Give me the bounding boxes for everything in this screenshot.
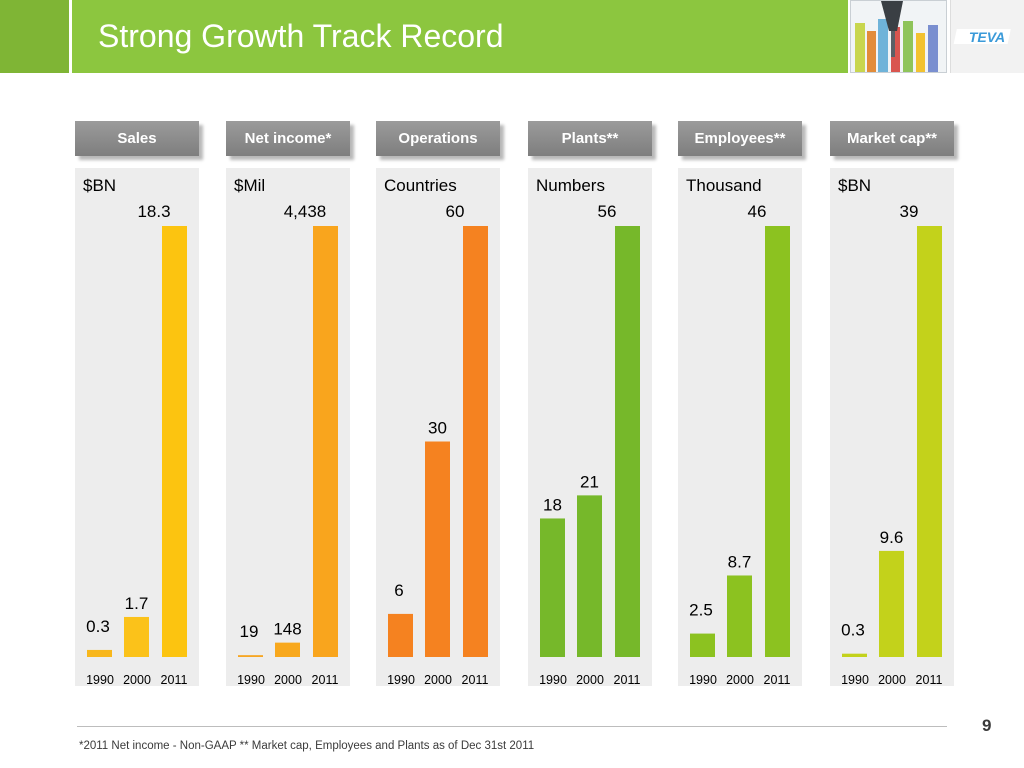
teva-logo: TEVA	[953, 29, 1011, 45]
x-tick-sales-2000: 2000	[123, 673, 151, 687]
x-tick-plants-2000: 2000	[576, 673, 604, 687]
header-sales[interactable]: Sales	[75, 121, 199, 156]
value-label-net-income-2011: 4,438	[284, 202, 327, 221]
value-label-employees-1990: 2.5	[689, 601, 713, 620]
unit-label-employees: Thousand	[686, 176, 762, 195]
x-tick-net-income-2011: 2011	[312, 673, 339, 687]
value-label-operations-2000: 30	[428, 419, 447, 438]
bar-plants-2000	[577, 495, 602, 657]
x-tick-employees-2000: 2000	[726, 673, 754, 687]
footnote: *2011 Net income - Non-GAAP ** Market ca…	[79, 740, 535, 752]
bar-employees-2011	[765, 226, 790, 657]
header-employees[interactable]: Employees**	[678, 121, 802, 156]
value-label-operations-2011: 60	[446, 202, 465, 221]
bar-market-cap-2011	[917, 226, 942, 657]
company-logo: TEVA	[950, 0, 1024, 73]
page-title: Strong Growth Track Record	[98, 18, 504, 54]
logo-text: TEVA	[969, 29, 1005, 45]
bar-sales-2011	[162, 226, 187, 657]
value-label-employees-2000: 8.7	[728, 552, 752, 571]
bar-net-income-2000	[275, 642, 300, 657]
unit-label-net-income: $Mil	[234, 176, 265, 195]
value-label-net-income-1990: 19	[240, 622, 259, 641]
value-label-operations-1990: 6	[394, 581, 403, 600]
unit-label-sales: $BN	[83, 176, 116, 195]
value-label-sales-2000: 1.7	[125, 594, 149, 613]
x-tick-sales-2011: 2011	[161, 673, 188, 687]
x-tick-net-income-1990: 1990	[237, 673, 265, 687]
bar-net-income-2011	[313, 226, 338, 657]
unit-label-operations: Countries	[384, 176, 457, 195]
bar-employees-2000	[727, 575, 752, 657]
x-tick-market-cap-2011: 2011	[916, 673, 943, 687]
x-tick-market-cap-1990: 1990	[841, 673, 869, 687]
x-tick-plants-2011: 2011	[614, 673, 641, 687]
page-number: 9	[982, 716, 992, 735]
x-tick-sales-1990: 1990	[86, 673, 114, 687]
x-tick-employees-2011: 2011	[764, 673, 791, 687]
value-label-market-cap-2000: 9.6	[880, 528, 904, 547]
header-net-income[interactable]: Net income*	[226, 121, 350, 156]
value-label-net-income-2000: 148	[273, 620, 301, 639]
value-label-market-cap-2011: 39	[900, 202, 919, 221]
bar-plants-1990	[540, 518, 565, 657]
value-label-plants-1990: 18	[543, 495, 562, 514]
bar-operations-2011	[463, 226, 488, 657]
value-label-plants-2011: 56	[598, 202, 617, 221]
bar-market-cap-1990	[842, 653, 867, 657]
bar-employees-1990	[690, 633, 715, 657]
title-accent-block	[0, 0, 72, 73]
bar-sales-2000	[124, 616, 149, 657]
value-label-plants-2000: 21	[580, 472, 599, 491]
x-tick-market-cap-2000: 2000	[878, 673, 906, 687]
title-bar: Strong Growth Track Record	[0, 0, 848, 73]
unit-label-market-cap: $BN	[838, 176, 871, 195]
value-label-market-cap-1990: 0.3	[841, 621, 865, 640]
bar-operations-1990	[388, 613, 413, 657]
lab-photo	[850, 0, 947, 73]
bar-net-income-1990	[238, 655, 263, 657]
bar-market-cap-2000	[879, 550, 904, 657]
lab-photo-image	[851, 1, 946, 72]
header-operations[interactable]: Operations	[376, 121, 500, 156]
header-market-cap[interactable]: Market cap**	[830, 121, 954, 156]
x-tick-plants-1990: 1990	[539, 673, 567, 687]
x-tick-operations-2000: 2000	[424, 673, 452, 687]
value-label-sales-1990: 0.3	[86, 617, 110, 636]
bar-plants-2011	[615, 226, 640, 657]
x-tick-employees-1990: 1990	[689, 673, 717, 687]
x-tick-net-income-2000: 2000	[274, 673, 302, 687]
bar-sales-1990	[87, 649, 112, 657]
x-tick-operations-1990: 1990	[387, 673, 415, 687]
x-tick-operations-2011: 2011	[462, 673, 489, 687]
value-label-sales-2011: 18.3	[137, 202, 170, 221]
footer-divider	[77, 726, 947, 727]
unit-label-plants: Numbers	[536, 176, 605, 195]
header-plants[interactable]: Plants**	[528, 121, 652, 156]
bar-operations-2000	[425, 441, 450, 657]
value-label-employees-2011: 46	[748, 202, 767, 221]
